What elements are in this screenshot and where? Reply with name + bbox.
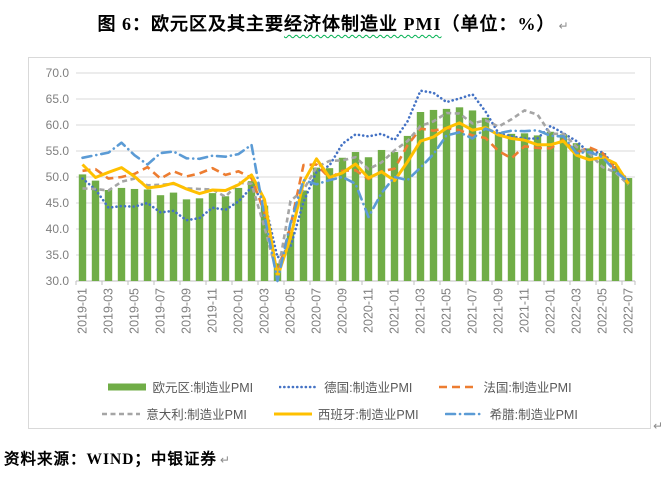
- legend-label-greece: 希腊:制造业PMI: [489, 408, 578, 422]
- source-note: 资料来源：WIND；中银证券 ↵: [4, 447, 230, 469]
- svg-text:55.0: 55.0: [46, 144, 70, 158]
- svg-text:70.0: 70.0: [46, 66, 70, 80]
- legend-label-germany: 德国:制造业PMI: [324, 381, 413, 395]
- figure-title-prefix: 图 6：欧元区及其主要: [97, 14, 284, 34]
- chart-legend: 欧元区:制造业PMI 德国:制造业PMI 法国:制造业PMI 意大利:制造业PM…: [29, 377, 650, 423]
- legend-label-eurozone: 欧元区:制造业PMI: [152, 381, 254, 395]
- svg-text:2021-05: 2021-05: [440, 288, 454, 334]
- svg-text:30.0: 30.0: [46, 274, 70, 288]
- svg-text:2019-01: 2019-01: [76, 288, 90, 334]
- spain-solid-line-swatch-icon: [273, 412, 312, 415]
- paragraph-mark-icon: ↵: [219, 453, 230, 467]
- svg-text:2019-11: 2019-11: [206, 288, 220, 333]
- svg-text:2020-03: 2020-03: [258, 288, 272, 334]
- legend-row-1: 欧元区:制造业PMI 德国:制造业PMI 法国:制造业PMI: [107, 377, 572, 396]
- svg-text:2022-03: 2022-03: [570, 288, 584, 334]
- paragraph-mark-icon: ↵: [653, 419, 664, 433]
- italy-dashed-line-swatch-icon: [102, 412, 141, 415]
- svg-text:2021-11: 2021-11: [518, 288, 532, 333]
- chart-plot-area[interactable]: 30.0 35.0 40.0 45.0 50.0 55.0 60.0 65.0 70.0 2019…: [29, 58, 650, 376]
- germany-dotted-line-swatch-icon: [279, 385, 320, 388]
- svg-text:40.0: 40.0: [46, 222, 70, 236]
- svg-text:2020-05: 2020-05: [284, 288, 298, 334]
- figure-title-suffix: （单位：%）: [441, 14, 556, 34]
- legend-item-greece[interactable]: 希腊:制造业PMI: [444, 404, 578, 423]
- figure-title: 图 6：欧元区及其主要经济体制造业 PMI（单位：%） ↵: [0, 10, 666, 36]
- svg-text:35.0: 35.0: [46, 248, 70, 262]
- svg-text:2021-03: 2021-03: [414, 288, 428, 334]
- legend-label-france: 法国:制造业PMI: [483, 381, 572, 395]
- svg-text:2021-07: 2021-07: [466, 288, 480, 334]
- svg-text:65.0: 65.0: [46, 92, 70, 106]
- svg-text:2022-07: 2022-07: [622, 288, 636, 334]
- svg-text:2022-05: 2022-05: [596, 288, 610, 334]
- legend-item-germany[interactable]: 德国:制造业PMI: [279, 377, 412, 396]
- legend-item-france[interactable]: 法国:制造业PMI: [438, 377, 572, 396]
- svg-text:2019-03: 2019-03: [102, 288, 116, 334]
- svg-text:2020-07: 2020-07: [310, 288, 324, 334]
- svg-text:60.0: 60.0: [46, 118, 70, 132]
- svg-text:45.0: 45.0: [46, 196, 70, 210]
- svg-text:50.0: 50.0: [46, 170, 70, 184]
- svg-text:2021-09: 2021-09: [492, 288, 506, 334]
- svg-text:2019-05: 2019-05: [128, 288, 142, 334]
- svg-text:2022-01: 2022-01: [544, 288, 558, 334]
- legend-label-spain: 西班牙:制造业PMI: [317, 408, 419, 422]
- source-note-text: 资料来源：WIND；中银证券: [4, 451, 217, 468]
- eurozone-bar-swatch-icon: [108, 383, 147, 390]
- pmi-combo-chart[interactable]: 30.0 35.0 40.0 45.0 50.0 55.0 60.0 65.0 70.0 2019…: [28, 57, 651, 429]
- svg-text:2021-01: 2021-01: [388, 288, 402, 334]
- legend-item-italy[interactable]: 意大利:制造业PMI: [101, 404, 247, 423]
- svg-text:2020-01: 2020-01: [232, 288, 246, 334]
- legend-item-eurozone[interactable]: 欧元区:制造业PMI: [107, 377, 253, 396]
- legend-item-spain[interactable]: 西班牙:制造业PMI: [273, 404, 419, 423]
- legend-row-2: 意大利:制造业PMI 西班牙:制造业PMI 希腊:制造业PMI: [101, 404, 578, 423]
- legend-label-italy: 意大利:制造业PMI: [146, 408, 247, 422]
- greece-dashdot-line-swatch-icon: [444, 412, 485, 415]
- svg-text:2019-07: 2019-07: [154, 288, 168, 334]
- svg-text:2019-09: 2019-09: [180, 288, 194, 334]
- svg-text:2020-09: 2020-09: [336, 288, 350, 334]
- svg-text:2020-11: 2020-11: [362, 288, 376, 333]
- paragraph-mark-icon: ↵: [558, 19, 569, 33]
- france-dashed-line-swatch-icon: [439, 385, 478, 388]
- figure-title-spellchecked-text: 经济体制造业 PMI: [283, 14, 442, 34]
